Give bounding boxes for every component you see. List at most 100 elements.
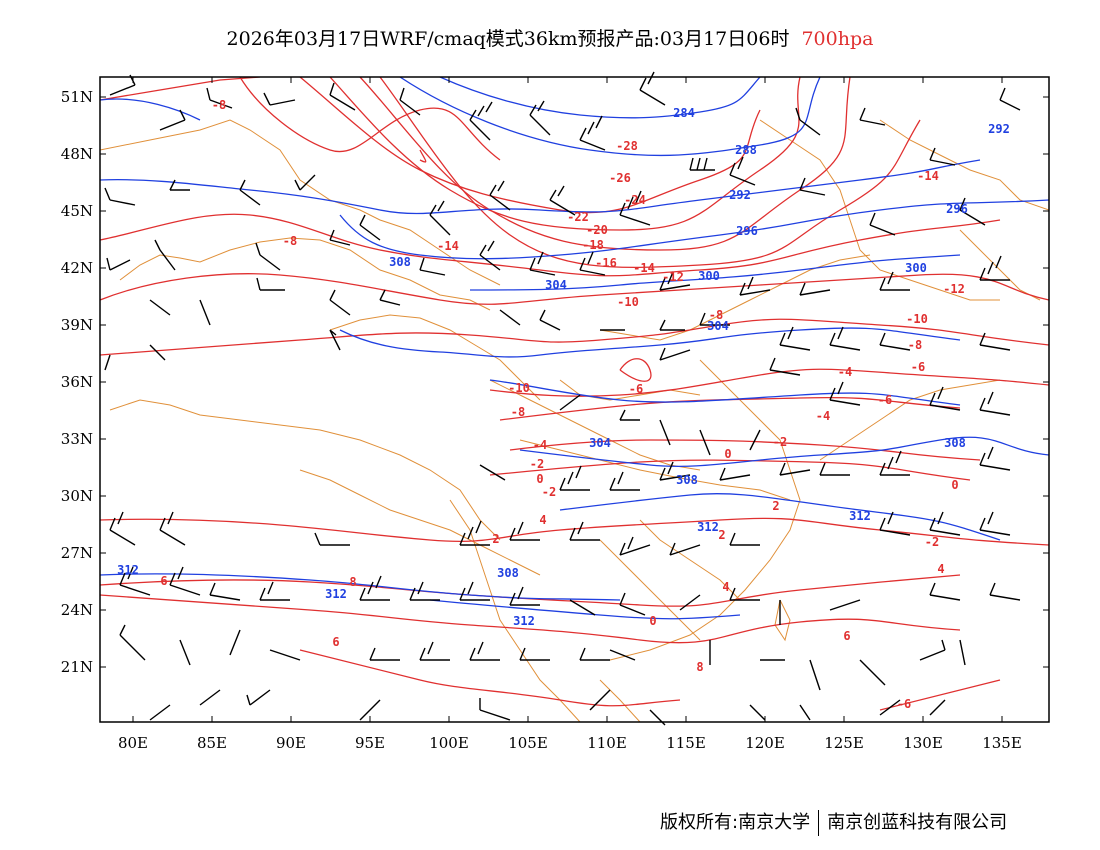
- lon-label: 115E: [666, 734, 706, 752]
- footer-divider: [818, 810, 820, 836]
- temp-label: -4: [533, 438, 547, 452]
- height-label: 312: [117, 563, 139, 577]
- height-label: 296: [736, 224, 758, 238]
- latitude-axis: 51N 48N 45N 42N 39N 36N 33N 30N 27N 24N …: [61, 88, 1049, 676]
- temp-label: 2: [772, 499, 779, 513]
- lon-label: 90E: [276, 734, 306, 752]
- temp-label: -4: [816, 409, 830, 423]
- temp-label: -6: [629, 382, 643, 396]
- temp-label: -4: [838, 365, 852, 379]
- height-label: 292: [729, 188, 751, 202]
- temp-label: -8: [283, 234, 297, 248]
- temp-label: -2: [773, 435, 787, 449]
- temp-label: -12: [662, 270, 684, 284]
- lon-label: 120E: [745, 734, 785, 752]
- lat-label: 39N: [61, 316, 93, 334]
- temp-label: -20: [586, 223, 608, 237]
- temp-label: -8: [212, 98, 226, 112]
- lat-label: 27N: [61, 544, 93, 562]
- temp-label: -2: [530, 457, 544, 471]
- lon-label: 105E: [508, 734, 548, 752]
- temp-label: -14: [917, 169, 939, 183]
- temp-label: -6: [878, 393, 892, 407]
- height-label: 284: [673, 106, 695, 120]
- height-labels: 284 288 292 296 292 296 300 304 300 304 …: [117, 106, 1010, 628]
- temp-label: 4: [937, 562, 944, 576]
- lat-label: 45N: [61, 202, 93, 220]
- temp-label: -6: [897, 697, 911, 711]
- plot-frame: [99, 76, 1050, 723]
- longitude-axis: 80E 85E 90E 95E 100E 105E 110E 115E 120E…: [118, 77, 1022, 752]
- temp-label: 2: [492, 532, 499, 546]
- height-label: 308: [944, 436, 966, 450]
- height-label: 312: [697, 520, 719, 534]
- temp-label: 0: [536, 472, 543, 486]
- temp-label: -10: [906, 312, 928, 326]
- height-label: 288: [735, 143, 757, 157]
- height-label: 304: [707, 319, 729, 333]
- temp-label: 6: [160, 574, 167, 588]
- temp-label: -12: [943, 282, 965, 296]
- lat-label: 42N: [61, 259, 93, 277]
- temp-label: -28: [616, 139, 638, 153]
- lat-label: 36N: [61, 373, 93, 391]
- lat-label: 51N: [61, 88, 93, 106]
- height-label: 304: [589, 436, 611, 450]
- lon-label: 80E: [118, 734, 148, 752]
- company-text: 南京创蓝科技有限公司: [827, 812, 1008, 833]
- temp-label: -2: [542, 485, 556, 499]
- temp-label: 4: [722, 580, 729, 594]
- temp-label: -14: [633, 261, 655, 275]
- temp-label: 2: [718, 528, 725, 542]
- height-label: 304: [545, 278, 567, 292]
- height-label: 292: [988, 122, 1010, 136]
- temp-label: -10: [617, 295, 639, 309]
- footer-credits: 版权所有:南京大学 南京创蓝科技有限公司: [660, 808, 1007, 836]
- title-text: 2026年03月17日WRF/cmaq模式36km预报产品:03月17日06时: [226, 28, 790, 50]
- border-lines: [100, 119, 1049, 722]
- chart-title: 2026年03月17日WRF/cmaq模式36km预报产品:03月17日06时 7…: [0, 24, 1100, 51]
- lon-label: 110E: [587, 734, 627, 752]
- temp-label: -10: [508, 381, 530, 395]
- temp-label: 8: [349, 575, 356, 589]
- lat-label: 33N: [61, 430, 93, 448]
- temp-label: -22: [567, 210, 589, 224]
- temp-label: -24: [624, 193, 646, 207]
- height-label: 300: [905, 261, 927, 275]
- height-label: 300: [698, 269, 720, 283]
- height-label: 296: [946, 202, 968, 216]
- temp-label: 8: [696, 660, 703, 674]
- temperature-isolines: [100, 77, 1049, 711]
- temp-label: 6: [332, 635, 339, 649]
- temp-label: -26: [609, 171, 631, 185]
- height-label: 308: [389, 255, 411, 269]
- temp-label: -2: [925, 535, 939, 549]
- temp-label: -6: [911, 360, 925, 374]
- temp-label: 0: [724, 447, 731, 461]
- height-isolines: [100, 77, 1049, 620]
- lat-label: 48N: [61, 145, 93, 163]
- temp-label: 4: [539, 513, 546, 527]
- lon-label: 135E: [982, 734, 1022, 752]
- temperature-labels: -8 -28 -26 -24 -22 -20 -18 -16 -14 -12 -…: [160, 98, 964, 711]
- temp-label: 6: [843, 629, 850, 643]
- temp-label: -8: [908, 338, 922, 352]
- temp-label: -16: [595, 256, 617, 270]
- copyright-text: 版权所有:南京大学: [660, 812, 811, 833]
- pressure-level: 700hpa: [801, 28, 874, 50]
- temp-label: 0: [951, 478, 958, 492]
- temp-label: -18: [582, 238, 604, 252]
- temp-label: -14: [437, 239, 459, 253]
- height-label: 312: [513, 614, 535, 628]
- lon-label: 100E: [429, 734, 469, 752]
- lon-label: 125E: [824, 734, 864, 752]
- wind-barbs: [104, 71, 1021, 726]
- temp-label: -8: [709, 308, 723, 322]
- height-label: 308: [497, 566, 519, 580]
- height-label: 308: [676, 473, 698, 487]
- temp-label: -8: [511, 405, 525, 419]
- lon-label: 95E: [355, 734, 385, 752]
- lon-label: 85E: [197, 734, 227, 752]
- temp-label: 0: [649, 614, 656, 628]
